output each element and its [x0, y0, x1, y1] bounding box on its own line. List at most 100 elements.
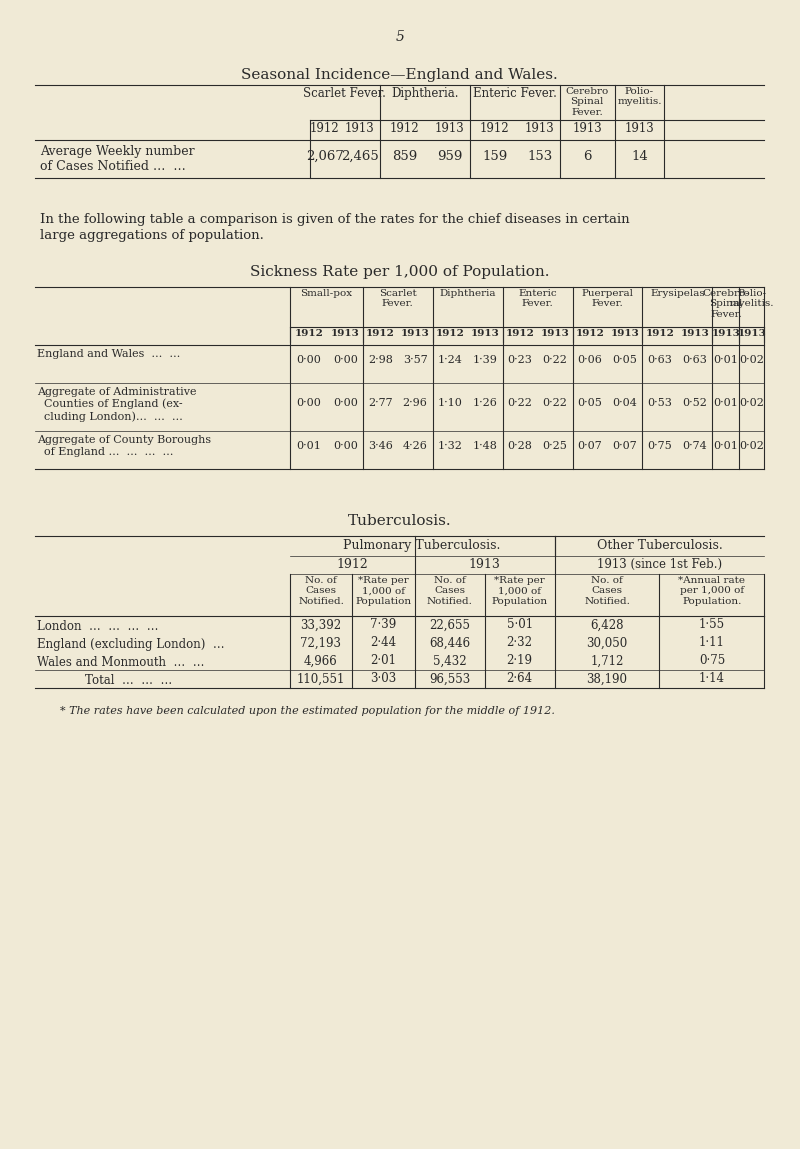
Text: 1912: 1912	[294, 329, 323, 338]
Text: 1·24: 1·24	[438, 355, 462, 365]
Text: 1·32: 1·32	[438, 441, 462, 452]
Text: 5: 5	[395, 30, 404, 44]
Text: Seasonal Incidence—England and Wales.: Seasonal Incidence—England and Wales.	[242, 68, 558, 82]
Text: 1913 (since 1st Feb.): 1913 (since 1st Feb.)	[597, 558, 722, 571]
Text: 1,712: 1,712	[590, 655, 624, 668]
Text: 0·63: 0·63	[682, 355, 707, 365]
Text: 0·00: 0·00	[333, 441, 358, 452]
Text: 0·25: 0·25	[542, 441, 567, 452]
Text: 0·02: 0·02	[739, 441, 764, 452]
Text: large aggregations of population.: large aggregations of population.	[40, 229, 264, 242]
Text: 0·00: 0·00	[333, 398, 358, 408]
Text: Polio-
myelitis.: Polio- myelitis.	[618, 87, 662, 107]
Text: 3·57: 3·57	[403, 355, 427, 365]
Text: 3·03: 3·03	[370, 672, 397, 686]
Text: *Annual rate
per 1,000 of
Population.: *Annual rate per 1,000 of Population.	[678, 576, 746, 606]
Text: 0·06: 0·06	[578, 355, 602, 365]
Text: 5·01: 5·01	[506, 618, 533, 632]
Text: 1913: 1913	[541, 329, 570, 338]
Text: 5,432: 5,432	[433, 655, 466, 668]
Text: 1913: 1913	[525, 122, 554, 134]
Text: Diphtheria: Diphtheria	[439, 290, 496, 298]
Text: No. of
Cases
Notified.: No. of Cases Notified.	[426, 576, 473, 606]
Text: 1·10: 1·10	[438, 398, 462, 408]
Text: Pulmonary Tuberculosis.: Pulmonary Tuberculosis.	[343, 539, 501, 552]
Text: 1·48: 1·48	[473, 441, 498, 452]
Text: Total  …  …  …: Total … … …	[85, 674, 172, 687]
Text: 1913: 1913	[711, 329, 740, 338]
Text: 1913: 1913	[469, 558, 501, 571]
Text: London  …  …  …  …: London … … … …	[37, 620, 158, 633]
Text: 0·22: 0·22	[542, 398, 567, 408]
Text: 0·00: 0·00	[333, 355, 358, 365]
Text: 1913: 1913	[331, 329, 360, 338]
Text: 22,655: 22,655	[429, 618, 470, 632]
Text: 0·52: 0·52	[682, 398, 707, 408]
Text: 153: 153	[527, 151, 552, 163]
Text: 1912: 1912	[310, 122, 339, 134]
Text: 0·22: 0·22	[508, 398, 533, 408]
Text: 1913: 1913	[681, 329, 710, 338]
Text: Aggregate of Administrative
  Counties of England (ex-
  cluding London)…  …  …: Aggregate of Administrative Counties of …	[37, 387, 197, 422]
Text: 6,428: 6,428	[590, 618, 624, 632]
Text: 0·00: 0·00	[296, 398, 321, 408]
Text: 0·23: 0·23	[508, 355, 533, 365]
Text: Scarlet
Fever.: Scarlet Fever.	[379, 290, 417, 308]
Text: Small-pox: Small-pox	[300, 290, 352, 298]
Text: Enteric
Fever.: Enteric Fever.	[518, 290, 557, 308]
Text: 959: 959	[437, 151, 462, 163]
Text: 0·07: 0·07	[613, 441, 638, 452]
Text: Cerebro-
Spinal
Fever.: Cerebro- Spinal Fever.	[702, 290, 750, 318]
Text: 1·26: 1·26	[473, 398, 498, 408]
Text: 3·46: 3·46	[368, 441, 393, 452]
Text: 1913: 1913	[572, 122, 602, 134]
Text: 1·11: 1·11	[699, 637, 725, 649]
Text: 2·98: 2·98	[368, 355, 393, 365]
Text: 4,966: 4,966	[304, 655, 338, 668]
Text: 1912: 1912	[390, 122, 419, 134]
Text: 1912: 1912	[366, 329, 394, 338]
Text: 0·53: 0·53	[647, 398, 673, 408]
Text: *Rate per
1,000 of
Population: *Rate per 1,000 of Population	[355, 576, 411, 606]
Text: 4·26: 4·26	[402, 441, 428, 452]
Text: 2,067: 2,067	[306, 151, 344, 163]
Text: 1912: 1912	[506, 329, 534, 338]
Text: 72,193: 72,193	[301, 637, 342, 649]
Text: Average Weekly number
of Cases Notified …  …: Average Weekly number of Cases Notified …	[40, 145, 194, 173]
Text: 14: 14	[631, 151, 648, 163]
Text: Erysipelas: Erysipelas	[650, 290, 705, 298]
Text: 2,465: 2,465	[341, 151, 378, 163]
Text: 1912: 1912	[646, 329, 674, 338]
Text: 0·63: 0·63	[647, 355, 673, 365]
Text: 33,392: 33,392	[301, 618, 342, 632]
Text: 1·55: 1·55	[699, 618, 725, 632]
Text: 68,446: 68,446	[429, 637, 470, 649]
Text: Aggregate of County Boroughs
  of England …  …  …  …: Aggregate of County Boroughs of England …	[37, 435, 211, 456]
Text: 159: 159	[482, 151, 507, 163]
Text: 30,050: 30,050	[586, 637, 628, 649]
Text: 1913: 1913	[625, 122, 654, 134]
Text: Other Tuberculosis.: Other Tuberculosis.	[597, 539, 722, 552]
Text: Enteric Fever.: Enteric Fever.	[473, 87, 557, 100]
Text: 0·75: 0·75	[648, 441, 672, 452]
Text: 0·04: 0·04	[613, 398, 638, 408]
Text: Scarlet Fever.: Scarlet Fever.	[303, 87, 386, 100]
Text: 96,553: 96,553	[429, 672, 470, 686]
Text: 0·00: 0·00	[296, 355, 321, 365]
Text: In the following table a comparison is given of the rates for the chief diseases: In the following table a comparison is g…	[40, 213, 630, 226]
Text: 0·07: 0·07	[578, 441, 602, 452]
Text: 0·02: 0·02	[739, 355, 764, 365]
Text: 1913: 1913	[610, 329, 639, 338]
Text: 1913: 1913	[345, 122, 374, 134]
Text: 1·14: 1·14	[699, 672, 725, 686]
Text: 0·05: 0·05	[613, 355, 638, 365]
Text: Cerebro
Spinal
Fever.: Cerebro Spinal Fever.	[566, 87, 609, 117]
Text: 859: 859	[392, 151, 418, 163]
Text: No. of
Cases
Notified.: No. of Cases Notified.	[584, 576, 630, 606]
Text: 2·77: 2·77	[368, 398, 393, 408]
Text: England and Wales  …  …: England and Wales … …	[37, 349, 180, 358]
Text: 0·01: 0·01	[714, 398, 738, 408]
Text: 0·05: 0·05	[578, 398, 602, 408]
Text: 0·02: 0·02	[739, 398, 764, 408]
Text: 1913: 1913	[401, 329, 430, 338]
